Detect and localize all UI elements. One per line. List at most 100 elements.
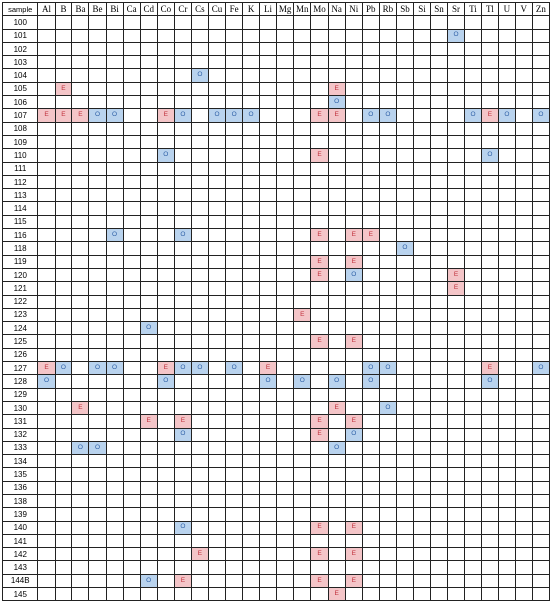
empty-cell: [259, 400, 277, 416]
marker-o: O: [531, 108, 550, 123]
element-header-be: Be: [88, 1, 107, 17]
empty-cell: [105, 121, 124, 136]
empty-cell: [139, 188, 158, 203]
empty-cell: [259, 520, 277, 535]
empty-cell: [190, 28, 209, 43]
table-row: 113: [1, 188, 550, 203]
empty-cell: [344, 440, 363, 456]
empty-cell: [275, 28, 295, 43]
empty-cell: [378, 241, 397, 256]
marker-o: O: [531, 361, 550, 376]
empty-cell: [242, 121, 261, 136]
table-row: 127 E O O O E O O O E O O E O: [1, 361, 550, 376]
table-row: 135: [1, 467, 550, 482]
empty-cell: [173, 121, 192, 136]
table-row: 136: [1, 480, 550, 495]
empty-cell: [480, 387, 499, 402]
empty-cell: [395, 533, 414, 549]
empty-cell: [71, 560, 90, 575]
empty-cell: [225, 201, 244, 216]
table-row: 120 E O E: [1, 267, 550, 283]
empty-cell: [395, 480, 414, 495]
empty-cell: [344, 281, 363, 296]
empty-cell: [395, 547, 414, 562]
element-header-rb: Rb: [378, 1, 397, 17]
empty-cell: [139, 334, 158, 349]
empty-cell: [156, 214, 175, 230]
empty-cell: [54, 467, 73, 482]
empty-cell: [361, 573, 380, 589]
empty-cell: [156, 334, 175, 349]
sample-label: 108: [1, 121, 39, 136]
empty-cell: [207, 321, 227, 336]
empty-cell: [156, 560, 175, 575]
empty-cell: [88, 15, 107, 30]
empty-cell: [480, 520, 499, 535]
empty-cell: [156, 507, 175, 522]
empty-cell: [139, 440, 158, 456]
empty-cell: [480, 134, 499, 150]
empty-cell: [293, 427, 312, 442]
empty-cell: [105, 467, 124, 482]
empty-cell: [361, 281, 380, 296]
sample-label: 103: [1, 55, 39, 70]
empty-cell: [156, 400, 175, 416]
empty-cell: [122, 267, 141, 283]
empty-cell: [514, 560, 533, 575]
empty-cell: [71, 493, 90, 509]
empty-cell: [480, 15, 499, 30]
empty-cell: [190, 134, 209, 150]
empty-cell: [378, 267, 397, 283]
empty-cell: [122, 347, 141, 363]
table-row: 145 E: [1, 587, 550, 601]
empty-cell: [207, 387, 227, 402]
empty-cell: [225, 174, 244, 190]
empty-cell: [54, 573, 73, 589]
empty-cell: [310, 15, 329, 30]
empty-cell: [463, 254, 482, 269]
empty-cell: [225, 321, 244, 336]
empty-cell: [190, 294, 209, 309]
empty-cell: [361, 467, 380, 482]
empty-cell: [173, 15, 192, 30]
empty-cell: [225, 148, 244, 163]
marker-o: O: [190, 68, 209, 83]
table-row: 106 O: [1, 95, 550, 110]
empty-cell: [156, 28, 175, 43]
empty-cell: [242, 307, 261, 323]
empty-cell: [514, 480, 533, 495]
empty-cell: [327, 321, 346, 336]
empty-cell: [293, 148, 312, 163]
empty-cell: [190, 188, 209, 203]
empty-cell: [259, 547, 277, 562]
empty-cell: [139, 121, 158, 136]
empty-cell: [207, 228, 227, 243]
empty-cell: [71, 68, 90, 83]
empty-cell: [190, 95, 209, 110]
empty-cell: [497, 454, 516, 469]
empty-cell: [105, 347, 124, 363]
empty-cell: [361, 241, 380, 256]
empty-cell: [447, 507, 465, 522]
empty-cell: [378, 28, 397, 43]
empty-cell: [463, 28, 482, 43]
empty-cell: [463, 281, 482, 296]
empty-cell: [395, 307, 414, 323]
empty-cell: [514, 254, 533, 269]
empty-cell: [225, 587, 244, 601]
empty-cell: [378, 547, 397, 562]
empty-cell: [275, 427, 295, 442]
empty-cell: [207, 414, 227, 429]
empty-cell: [242, 533, 261, 549]
empty-cell: [173, 294, 192, 309]
empty-cell: [225, 95, 244, 110]
empty-cell: [327, 174, 346, 190]
empty-cell: [207, 188, 227, 203]
empty-cell: [480, 41, 499, 57]
empty-cell: [514, 347, 533, 363]
empty-cell: [463, 560, 482, 575]
empty-cell: [361, 254, 380, 269]
empty-cell: [378, 55, 397, 70]
empty-cell: [275, 267, 295, 283]
empty-cell: [361, 480, 380, 495]
